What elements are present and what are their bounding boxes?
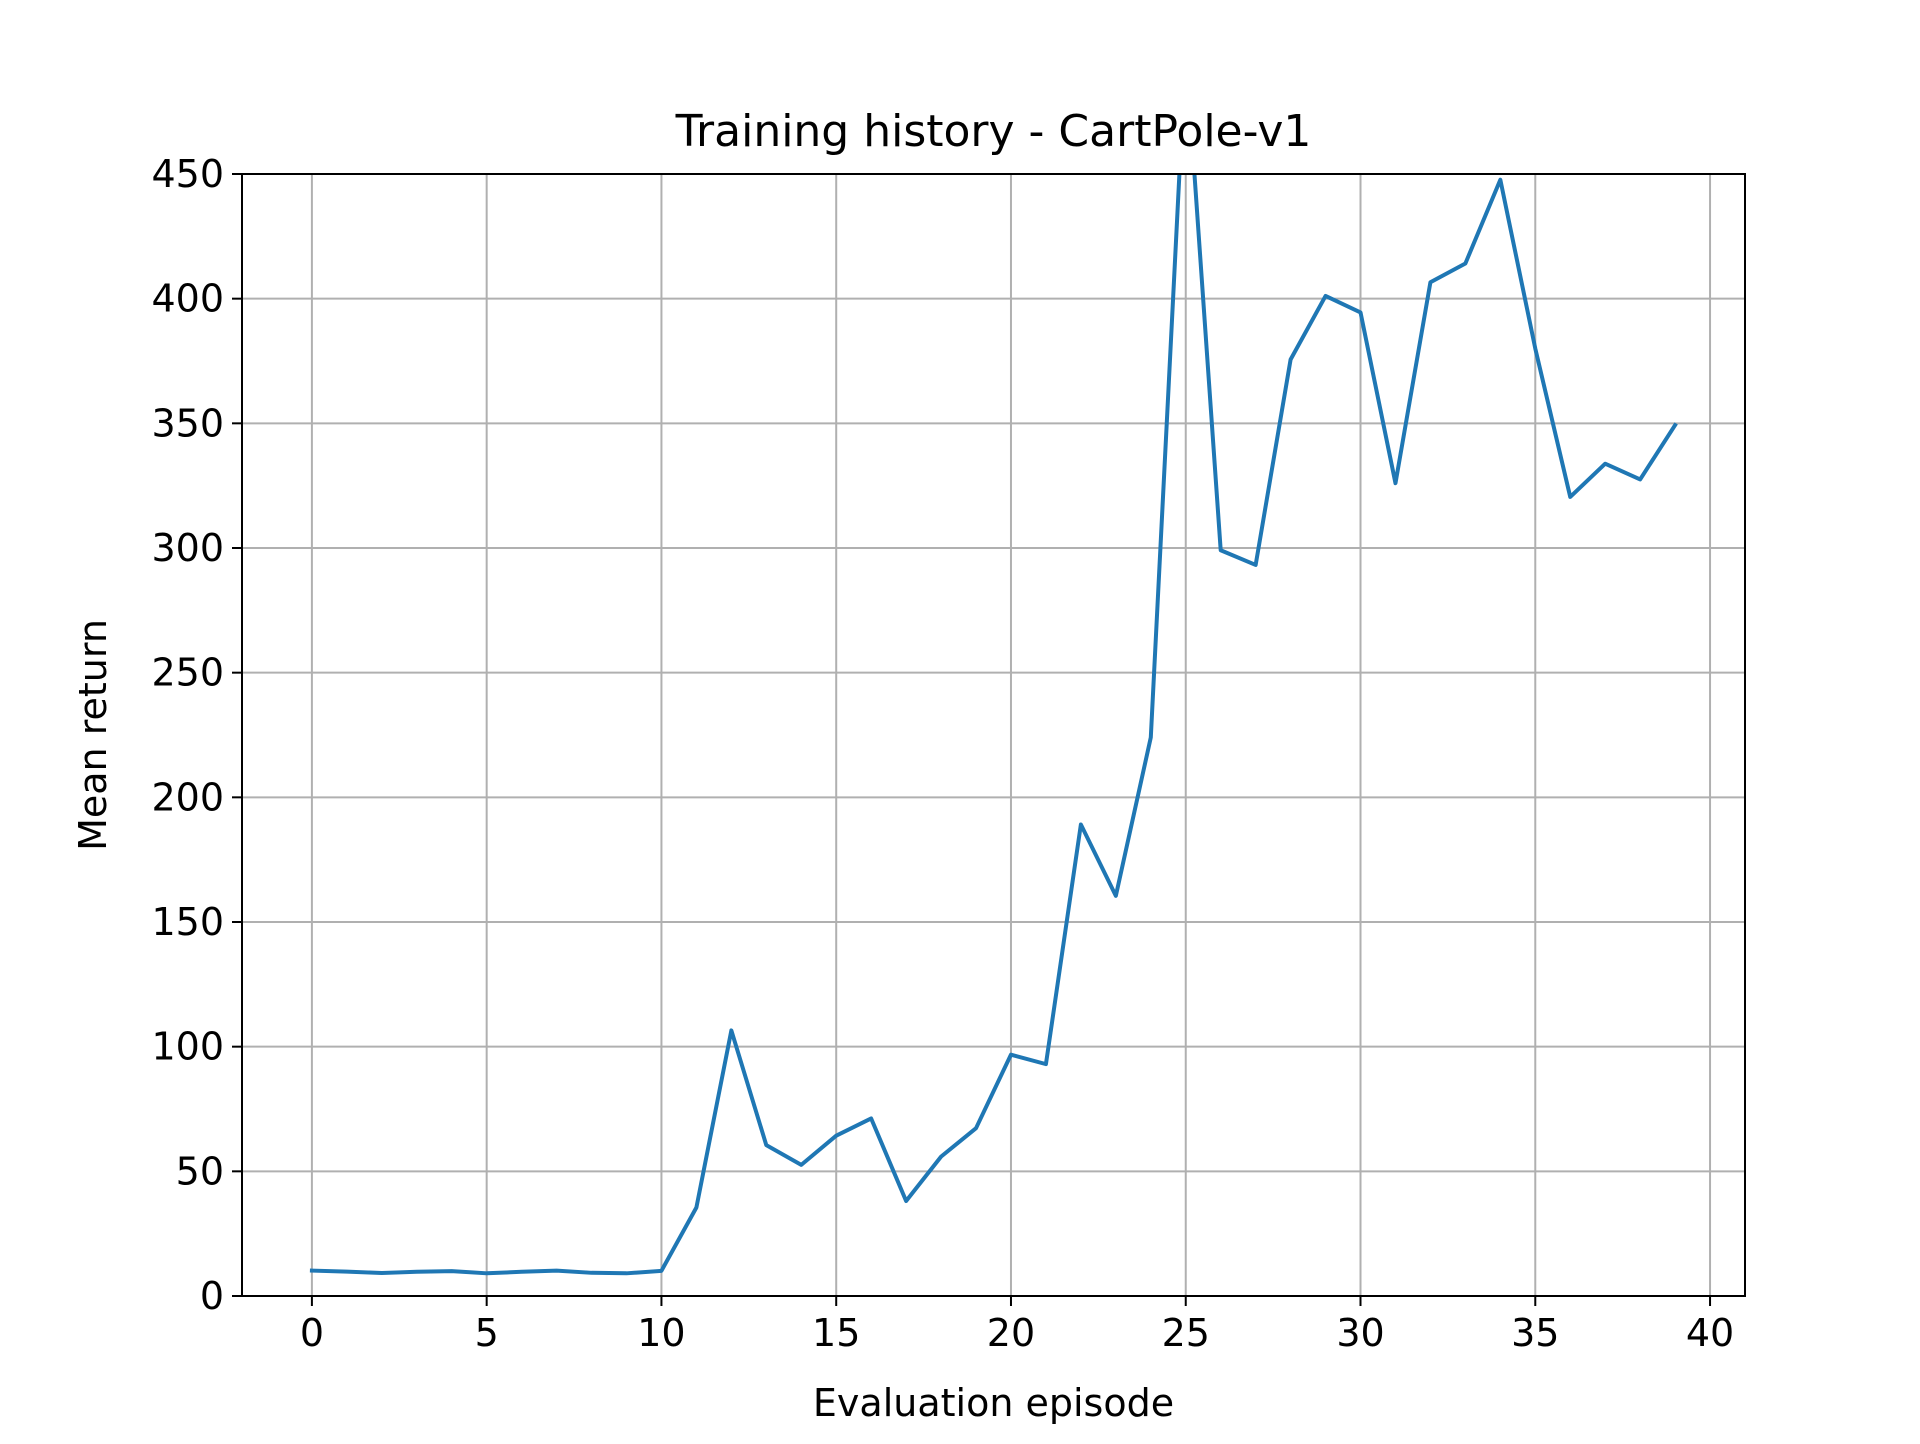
plot-frame — [241, 173, 1746, 1297]
x-tick-label: 40 — [1686, 1311, 1734, 1355]
y-tick-label: 150 — [151, 900, 224, 944]
y-tick-label: 200 — [151, 775, 224, 819]
x-tick-label: 25 — [1162, 1311, 1210, 1355]
y-tick-label: 350 — [151, 401, 224, 445]
x-axis-label: Evaluation episode — [813, 1381, 1174, 1425]
y-tick-label: 100 — [151, 1025, 224, 1069]
x-tick-label: 15 — [812, 1311, 860, 1355]
x-tick-label: 35 — [1511, 1311, 1559, 1355]
y-tick-label: 450 — [151, 152, 224, 196]
y-tick-label: 250 — [151, 651, 224, 695]
x-tick-label: 20 — [987, 1311, 1035, 1355]
x-tick-label: 0 — [300, 1311, 324, 1355]
y-tick-label: 300 — [151, 526, 224, 570]
axis-ticks: 0 5 10 15 20 25 30 35 40050100150200250300350400… — [151, 152, 1734, 1355]
y-axis-label: Mean return — [71, 619, 115, 851]
y-tick-label: 400 — [151, 277, 224, 321]
y-tick-label: 50 — [176, 1149, 224, 1193]
x-tick-label: 30 — [1336, 1311, 1384, 1355]
x-tick-label: 10 — [637, 1311, 685, 1355]
series-line — [309, 174, 1678, 1276]
chart-title: Training history - CartPole-v1 — [675, 106, 1312, 157]
x-tick-label: 5 — [475, 1311, 499, 1355]
series-layer — [309, 174, 1678, 1276]
grid-lines — [242, 173, 1745, 1297]
y-tick-label: 0 — [200, 1274, 224, 1318]
